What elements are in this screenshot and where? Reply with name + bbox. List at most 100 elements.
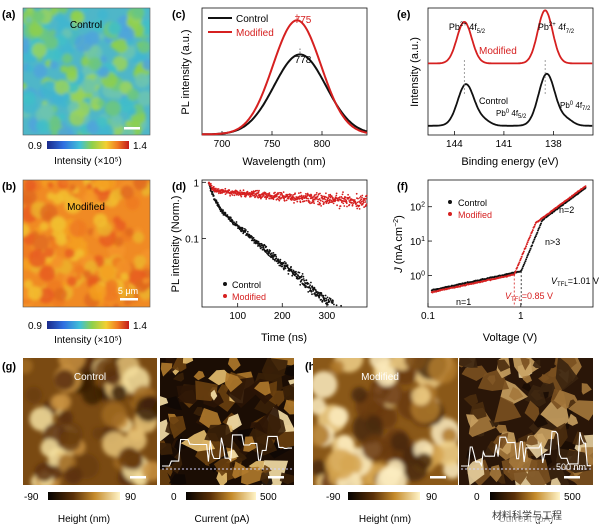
series-label-e-control: Control bbox=[479, 96, 508, 106]
afm-height-control-grain bbox=[40, 438, 59, 457]
afm-current-control-grain bbox=[204, 424, 234, 442]
tick-label-c-x: 750 bbox=[264, 139, 281, 150]
point-d-control bbox=[263, 248, 265, 251]
pl-map-modified-title: Modified bbox=[67, 202, 105, 213]
afm-height-modified-grain bbox=[415, 452, 433, 470]
point-d-modified bbox=[258, 189, 260, 192]
point-d-modified bbox=[300, 194, 303, 197]
afm-current-control-grain bbox=[225, 449, 239, 459]
point-f-modified bbox=[522, 250, 525, 253]
point-d-modified bbox=[229, 194, 232, 197]
axis-label-e-y: Intensity (a.u.) bbox=[409, 37, 421, 107]
pl-map-modified-grain bbox=[57, 189, 70, 202]
pl-map-control-grain bbox=[91, 103, 99, 111]
afm-current-modified-grain bbox=[534, 414, 548, 428]
point-d-modified bbox=[335, 194, 338, 197]
afm-current-modified-grain bbox=[568, 399, 577, 407]
point-d-modified bbox=[316, 198, 318, 201]
point-d-control bbox=[269, 249, 272, 252]
point-d-modified bbox=[320, 205, 322, 207]
afm-current-control-grain bbox=[267, 413, 286, 441]
point-f-modified bbox=[517, 263, 520, 265]
point-d-control bbox=[309, 287, 312, 290]
pl-map-modified-grain bbox=[113, 236, 124, 247]
point-d-control bbox=[246, 230, 249, 233]
point-d-control bbox=[215, 199, 218, 202]
point-d-control bbox=[260, 243, 263, 245]
point-d-control bbox=[323, 297, 326, 299]
point-d-modified bbox=[294, 192, 296, 195]
afm-current-modified-grain bbox=[521, 383, 532, 392]
pl-map-control-grain bbox=[57, 126, 74, 135]
point-f-modified bbox=[529, 234, 532, 237]
afm-height-modified-grain bbox=[428, 358, 458, 384]
afm-height-modified-grain bbox=[390, 432, 410, 452]
point-d-modified bbox=[341, 193, 344, 196]
pl-map-control-texture bbox=[23, 8, 150, 135]
point-d-control bbox=[320, 293, 323, 295]
point-d-modified bbox=[231, 194, 234, 196]
pl-map-control-grain bbox=[23, 90, 36, 105]
point-d-modified bbox=[313, 202, 315, 205]
afm-current-modified-profile bbox=[461, 430, 591, 470]
point-d-control bbox=[283, 267, 285, 270]
point-d-modified bbox=[332, 202, 335, 205]
point-d-modified bbox=[359, 197, 361, 199]
point-d-control bbox=[220, 208, 223, 211]
axis-label-d-x: Time (ns) bbox=[261, 332, 307, 344]
pl-map-modified-grain bbox=[142, 277, 149, 284]
afm-current-modified-grain bbox=[508, 467, 528, 485]
point-d-control bbox=[291, 274, 294, 277]
scale-bar-g1 bbox=[130, 476, 146, 479]
point-d-modified bbox=[344, 196, 347, 199]
point-d-modified bbox=[347, 193, 349, 196]
pl-map-control-grain bbox=[96, 116, 108, 128]
point-d-modified bbox=[356, 201, 359, 204]
pl-map-modified-grain bbox=[23, 223, 30, 237]
afm-current-control-grain bbox=[260, 469, 270, 485]
afm-current-modified-grain bbox=[555, 358, 579, 391]
point-d-modified bbox=[242, 189, 245, 192]
pl-map-control-grain bbox=[25, 16, 32, 24]
point-d-modified bbox=[290, 199, 293, 201]
plot-d-content: 100 200 300 1 0.1 bbox=[185, 178, 368, 322]
point-f-control bbox=[533, 238, 536, 241]
point-d-control bbox=[331, 301, 334, 304]
point-d-control bbox=[326, 296, 329, 299]
pl-map-modified-grain bbox=[113, 228, 119, 234]
point-d-modified bbox=[318, 198, 321, 200]
point-d-control bbox=[310, 290, 313, 293]
colorbar-g-height-label: Height (nm) bbox=[58, 514, 110, 525]
point-f-modified bbox=[584, 185, 587, 188]
point-f-modified bbox=[533, 225, 536, 228]
pl-map-control-grain bbox=[92, 19, 105, 32]
point-d-control bbox=[307, 282, 310, 285]
legend-f-modified-label: Modified bbox=[458, 210, 492, 220]
afm-current-modified-grain bbox=[555, 448, 591, 474]
point-d-modified bbox=[255, 194, 258, 197]
point-d-modified bbox=[347, 197, 350, 200]
afm-current-modified-grain bbox=[466, 457, 485, 485]
legend-c-modified-label: Modified bbox=[236, 28, 274, 39]
point-d-control bbox=[324, 294, 327, 297]
pl-map-modified-grain bbox=[24, 180, 37, 191]
point-d-control bbox=[325, 299, 328, 302]
afm-current-modified-grain bbox=[567, 413, 579, 426]
afm-current-modified-grain bbox=[494, 396, 522, 423]
tick-label-d-y: 1 bbox=[193, 178, 199, 189]
point-d-control bbox=[241, 229, 244, 232]
panel-d: (d) 100 200 300 1 0.1 Control Modified Time … bbox=[170, 178, 368, 344]
point-f-modified bbox=[519, 257, 522, 260]
point-d-modified bbox=[309, 197, 312, 200]
point-d-modified bbox=[303, 200, 306, 203]
pl-map-modified-grain bbox=[93, 213, 108, 228]
afm-height-control-grain bbox=[142, 461, 157, 481]
panel-c: (c) 700 750 800 Control Modified 775 778 W… bbox=[172, 7, 368, 168]
point-d-control bbox=[270, 252, 273, 255]
afm-height-control-grain bbox=[101, 402, 127, 428]
point-d-control bbox=[212, 195, 215, 197]
point-d-modified bbox=[327, 194, 330, 196]
pl-map-modified-grain bbox=[53, 287, 67, 301]
point-d-modified bbox=[329, 198, 331, 201]
point-d-modified bbox=[329, 193, 332, 196]
